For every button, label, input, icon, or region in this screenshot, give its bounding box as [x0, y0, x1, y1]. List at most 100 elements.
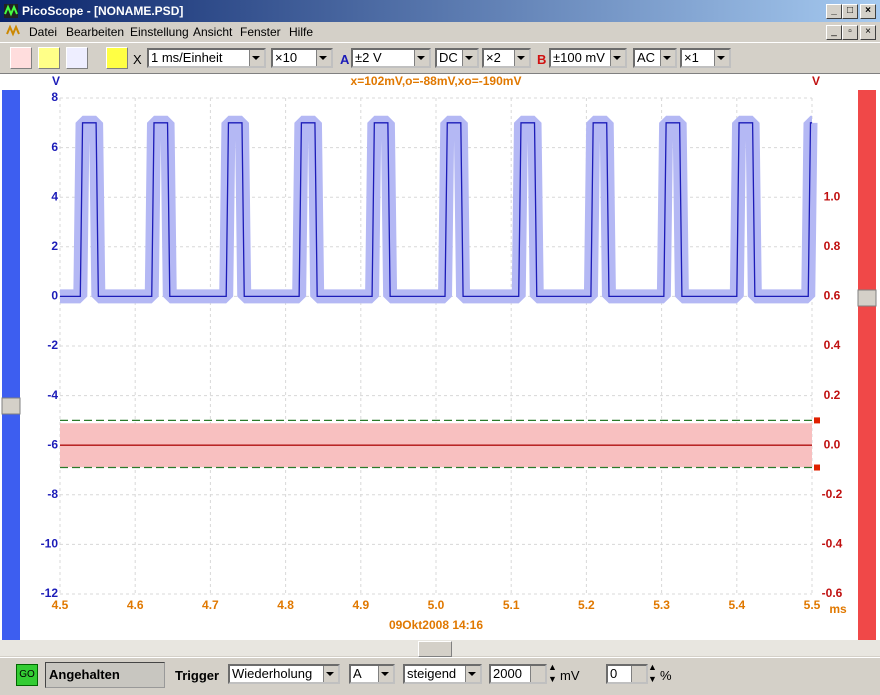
x-label: X	[133, 52, 142, 67]
x-mult: ×10	[275, 50, 298, 65]
scroll-thumb[interactable]	[418, 641, 452, 657]
ch-a-mult: ×2	[486, 50, 501, 65]
y-tick-label: -2	[47, 338, 58, 352]
x-tick-label: 4.6	[127, 598, 144, 612]
ch-a-range: ±2 V	[355, 50, 382, 65]
trigger-edge-select[interactable]: steigend	[403, 664, 482, 684]
y-tick-label: 0	[51, 289, 58, 303]
trigger-channel: A	[353, 666, 362, 681]
trace	[60, 122, 812, 298]
x-tick-label: 5.0	[428, 598, 445, 612]
doc-icon	[6, 24, 20, 37]
menu-item[interactable]: Ansicht	[193, 25, 233, 39]
ch-b-range: ±100 mV	[553, 50, 605, 65]
menu-item[interactable]: Einstellung	[130, 25, 189, 39]
channel-b-scrollbar[interactable]	[858, 90, 876, 640]
ch-b-coupling-select[interactable]: AC	[633, 48, 677, 68]
threshold: 2000	[493, 666, 522, 681]
y-tick-label: 2	[51, 239, 58, 253]
x-tick-label: 4.7	[202, 598, 219, 612]
menu-bar: Datei Bearbeiten Einstellung Ansicht Fen…	[0, 22, 880, 40]
trigger-channel-select[interactable]: A	[349, 664, 395, 684]
maximize-button[interactable]: □	[842, 4, 858, 19]
mdi-restore[interactable]: ▫	[842, 25, 858, 40]
spin-down[interactable]: ▼	[648, 674, 657, 684]
x-tick-label: 4.9	[352, 598, 369, 612]
trigger-label: Trigger	[175, 668, 220, 683]
ch-b-mult: ×1	[684, 50, 699, 65]
channel-a-scrollbar[interactable]	[2, 90, 20, 640]
scope-button[interactable]	[10, 47, 32, 69]
channel-a-thumb[interactable]	[1, 397, 21, 415]
y2-tick-label: 0.0	[824, 437, 841, 451]
x-mult-select[interactable]: ×10	[271, 48, 333, 68]
ch-b-coupling: AC	[637, 50, 656, 65]
spin-down[interactable]: ▼	[548, 674, 557, 684]
title-bar: PicoScope - [NONAME.PSD] _ □ ×	[0, 0, 880, 22]
threshold-unit: mV	[560, 668, 580, 683]
channel-b-thumb[interactable]	[857, 289, 877, 307]
ch-b-mult-select[interactable]: ×1	[680, 48, 731, 68]
y-tick-label: -4	[47, 388, 58, 402]
y-tick-label: 4	[51, 189, 58, 203]
x-tick-label: 5.4	[728, 598, 745, 612]
delay-input[interactable]: 0	[606, 664, 648, 684]
menu-item[interactable]: Hilfe	[289, 25, 314, 39]
ch-a-coupling: DC	[439, 50, 458, 65]
delay-unit: %	[660, 668, 672, 683]
y2-axis-label: V	[812, 74, 820, 88]
window-title: PicoScope - [NONAME.PSD]	[22, 4, 184, 18]
mdi-minimize[interactable]: _	[826, 25, 842, 40]
spin-up[interactable]: ▲	[548, 662, 557, 672]
timebase-select[interactable]: 1 ms/Einheit	[147, 48, 266, 68]
menu-item[interactable]: Datei	[29, 25, 58, 39]
ch-a-coupling-select[interactable]: DC	[435, 48, 479, 68]
y2-tick-label: 0.4	[824, 338, 841, 352]
delay: 0	[610, 666, 618, 681]
x-tick-label: 4.5	[52, 598, 69, 612]
spectrum-button[interactable]	[38, 47, 60, 69]
trigger-mode-select[interactable]: Wiederholung	[228, 664, 340, 684]
y2-tick-label: -0.2	[822, 487, 843, 501]
x-tick-label: 4.8	[277, 598, 294, 612]
y-tick-label: -6	[47, 437, 58, 451]
chart: x=102mV,o=-88mV,xo=-190mV V V ms 09Okt20…	[1, 74, 877, 640]
y2-tick-label: 0.8	[824, 239, 841, 253]
minimize-button[interactable]: _	[826, 4, 842, 19]
y-tick-label: 8	[51, 90, 58, 104]
threshold-input[interactable]: 2000	[489, 664, 547, 684]
timestamp: 09Okt2008 14:16	[389, 618, 483, 632]
ch-b-range-select[interactable]: ±100 mV	[549, 48, 627, 68]
y-tick-label: -12	[41, 586, 59, 600]
x-tick-label: 5.1	[503, 598, 520, 612]
menu-item[interactable]: Fenster	[240, 25, 281, 39]
ch-a-mult-select[interactable]: ×2	[482, 48, 531, 68]
trigger-edge: steigend	[407, 666, 457, 681]
x-tick-label: 5.2	[578, 598, 595, 612]
trigger-mode: Wiederholung	[232, 666, 313, 681]
mdi-close[interactable]: ×	[860, 25, 876, 40]
x-unit: ms	[829, 602, 847, 616]
toolbar: X 1 ms/Einheit ×10 A ±2 V DC ×2 B ±100 m…	[0, 42, 880, 74]
x-tick-label: 5.5	[804, 598, 821, 612]
go-button[interactable]: GO	[16, 664, 38, 686]
y-axis-label: V	[52, 74, 60, 88]
spin-up[interactable]: ▲	[648, 662, 657, 672]
menu-item[interactable]: Bearbeiten	[66, 25, 125, 39]
channel-a-label: A	[340, 52, 350, 67]
horizontal-scrollbar[interactable]	[0, 640, 880, 657]
y-tick-label: -10	[41, 537, 59, 551]
trigger-handle	[814, 464, 820, 471]
y2-tick-label: 0.2	[824, 388, 841, 402]
x-tick-label: 5.3	[653, 598, 670, 612]
ch-a-range-select[interactable]: ±2 V	[351, 48, 431, 68]
scope-view: x=102mV,o=-88mV,xo=-190mV V V ms 09Okt20…	[0, 74, 880, 640]
close-button[interactable]: ×	[860, 4, 876, 19]
trigger-button[interactable]	[106, 47, 128, 69]
run-state: Angehalten	[45, 662, 165, 688]
y2-tick-label: 1.0	[824, 189, 841, 203]
timebase: 1 ms/Einheit	[151, 50, 223, 65]
y-tick-label: 6	[51, 140, 58, 154]
meter-button[interactable]	[66, 47, 88, 69]
